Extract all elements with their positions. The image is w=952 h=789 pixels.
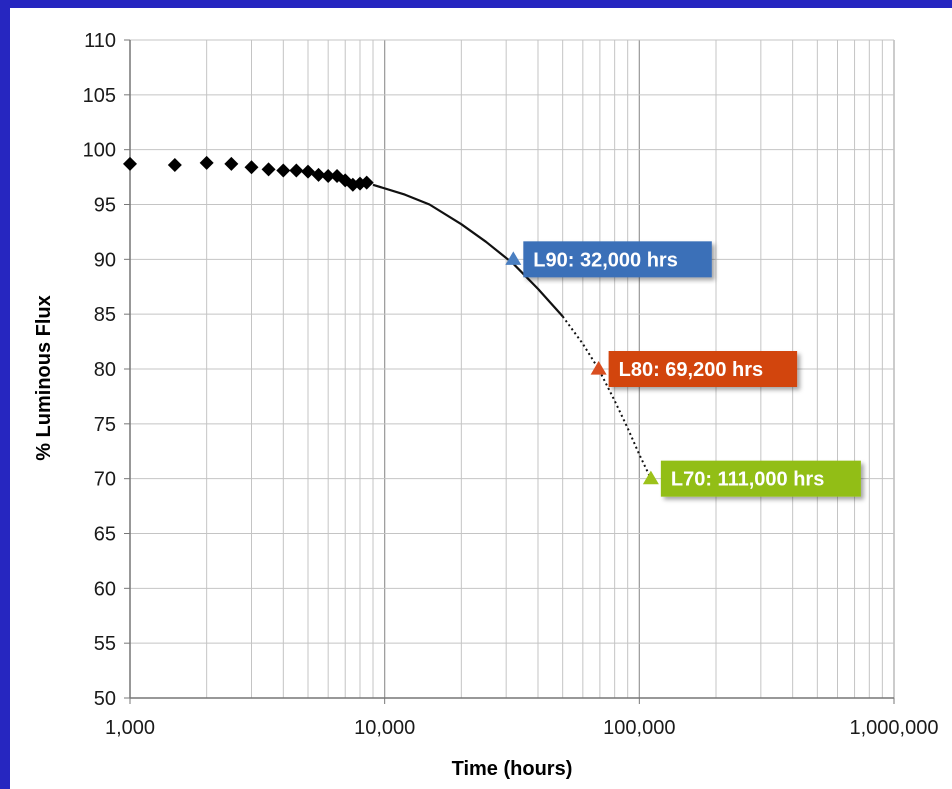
y-tick-label: 60	[94, 578, 116, 600]
measured-point	[123, 156, 137, 171]
measured-point	[244, 160, 259, 175]
measured-point	[199, 155, 214, 170]
y-tick-label: 65	[94, 524, 116, 546]
y-tick-label: 105	[83, 85, 116, 107]
marker-triangle	[590, 361, 607, 375]
measured-point	[224, 156, 239, 171]
callout-label: L70: 111,000 hrs	[660, 460, 861, 497]
callout-text: L90: 32,000 hrs	[533, 249, 678, 271]
y-tick-label: 55	[94, 633, 116, 655]
callouts: L90: 32,000 hrs L80: 69,200 hrs L70: 111,0…	[523, 241, 861, 497]
marker-triangle	[642, 470, 659, 485]
fit-curve-dotted	[561, 315, 652, 480]
y-tick-label: 50	[94, 688, 116, 710]
callout-box	[523, 241, 712, 278]
tick-labels: 50 55 60 65 70 75 80 85 90 95 100 105 110 1,000 10,000…	[83, 30, 939, 739]
measured-point	[289, 163, 304, 178]
y-tick-label: 100	[83, 140, 116, 162]
y-axis-title: % Luminous Flux	[33, 295, 55, 461]
axes	[124, 39, 895, 704]
y-tick-label: 90	[94, 249, 116, 271]
marker-triangle	[505, 251, 522, 265]
series	[123, 155, 659, 485]
x-tick-label: 100,000	[603, 717, 675, 739]
luminous-flux-chart: 50 55 60 65 70 75 80 85 90 95 100 105 110 1,000 10,000…	[33, 30, 939, 780]
y-tick-label: 80	[94, 359, 116, 381]
y-tick-label: 110	[84, 30, 116, 52]
x-tick-label: 1,000,000	[850, 717, 939, 739]
measured-point	[359, 175, 374, 190]
measured-point	[167, 158, 182, 173]
y-tick-label: 70	[94, 469, 116, 491]
callout-text: L70: 111,000 hrs	[671, 469, 824, 491]
measured-point	[301, 164, 316, 179]
x-tick-label: 10,000	[354, 717, 415, 739]
y-tick-label: 95	[94, 195, 116, 217]
chart-frame: 50 55 60 65 70 75 80 85 90 95 100 105 110 1,000 10,000…	[10, 8, 952, 789]
y-tick-label: 75	[94, 414, 116, 436]
measured-point	[311, 167, 326, 182]
measured-point	[321, 168, 336, 183]
callout-box	[660, 460, 861, 497]
callout-text: L80: 69,200 hrs	[619, 359, 764, 381]
x-tick-label: 1,000	[105, 717, 155, 739]
callout-label: L80: 69,200 hrs	[608, 351, 798, 387]
grid	[129, 39, 895, 699]
x-axis-title: Time (hours)	[452, 758, 573, 780]
y-tick-label: 85	[94, 304, 116, 326]
callout-label: L90: 32,000 hrs	[523, 241, 712, 278]
measured-point	[261, 162, 276, 177]
fit-curve-solid	[372, 183, 564, 318]
measured-point	[276, 163, 291, 178]
callout-box	[608, 351, 798, 387]
